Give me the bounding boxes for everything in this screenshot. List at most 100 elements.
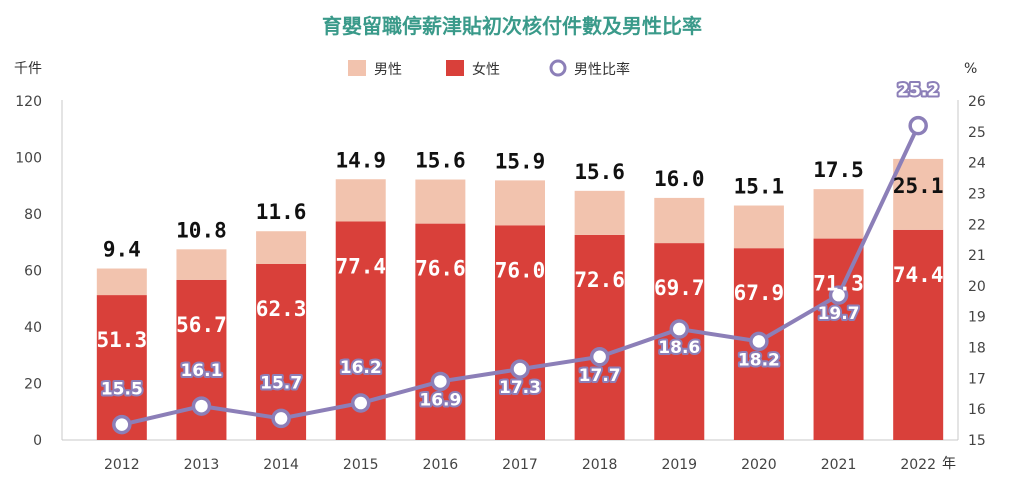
right-tick-label: 22 bbox=[968, 217, 986, 233]
x-axis-labels: 2012 2013 2014 2015 2016 2017 2018 2019 2020 2021… bbox=[104, 457, 936, 473]
bar-label-female: 72.6 bbox=[574, 268, 625, 292]
right-tick-label: 15 bbox=[968, 433, 986, 449]
bar-male bbox=[733, 205, 784, 249]
x-tick-label: 2022 bbox=[900, 457, 936, 473]
x-tick-label: 2020 bbox=[741, 457, 777, 473]
x-tick-label: 2016 bbox=[423, 457, 459, 473]
left-tick-label: 0 bbox=[33, 433, 42, 449]
ratio-point bbox=[271, 408, 291, 429]
ratio-point bbox=[669, 319, 690, 339]
ratio-label: 16.1 bbox=[180, 361, 222, 381]
x-tick-label: 2021 bbox=[821, 457, 857, 473]
bar-label-male: 25.1 bbox=[893, 174, 944, 198]
x-axis-unit: 年 bbox=[942, 456, 956, 472]
ratio-point bbox=[510, 359, 530, 379]
bar-label-female: 74.4 bbox=[893, 263, 944, 287]
left-tick-label: 120 bbox=[15, 94, 42, 110]
bar-label-male: 11.6 bbox=[256, 200, 307, 224]
ratio-label: 18.6 bbox=[658, 338, 700, 358]
bar-label-female: 77.4 bbox=[335, 254, 386, 278]
x-tick-label: 2017 bbox=[502, 457, 538, 473]
ratio-point bbox=[749, 331, 769, 352]
bar-label-female: 76.0 bbox=[495, 258, 546, 282]
bar-label-male: 17.5 bbox=[813, 158, 864, 182]
bar-female bbox=[893, 229, 944, 440]
bar-male bbox=[654, 197, 705, 244]
left-tick-label: 100 bbox=[15, 151, 42, 167]
bar-label-male: 16.0 bbox=[654, 167, 705, 191]
legend-marker-ratio bbox=[549, 59, 567, 77]
bar-label-male: 15.6 bbox=[574, 160, 625, 184]
bar-label-female: 56.7 bbox=[176, 313, 227, 337]
bar-male bbox=[256, 231, 307, 265]
legend-label-female: 女性 bbox=[472, 61, 500, 78]
ratio-label: 17.3 bbox=[499, 378, 541, 398]
x-tick-label: 2013 bbox=[184, 457, 220, 473]
bar-female bbox=[654, 243, 705, 440]
right-tick-label: 20 bbox=[968, 279, 986, 295]
ratio-label: 25.2 bbox=[897, 81, 939, 101]
ratio-label: 19.7 bbox=[818, 304, 860, 324]
bar-male bbox=[335, 179, 386, 222]
left-tick-label: 80 bbox=[24, 207, 42, 223]
legend-label-ratio: 男性比率 bbox=[574, 61, 630, 78]
ratio-label: 15.5 bbox=[101, 380, 143, 400]
bar-male bbox=[495, 180, 545, 226]
right-tick-label: 16 bbox=[968, 402, 986, 418]
bar-label-male: 15.6 bbox=[415, 149, 466, 173]
ratio-point bbox=[191, 396, 212, 416]
right-axis-unit: % bbox=[964, 61, 977, 77]
left-tick-label: 40 bbox=[24, 320, 42, 336]
bar-label-male: 10.8 bbox=[176, 218, 227, 242]
bar-label-female: 71.3 bbox=[813, 272, 864, 296]
right-tick-label: 24 bbox=[968, 156, 986, 172]
legend-swatch-female bbox=[446, 60, 464, 76]
bar-label-male: 15.9 bbox=[495, 149, 546, 173]
bar-female bbox=[574, 234, 625, 440]
ratio-point bbox=[828, 285, 849, 305]
bar-label-female: 51.3 bbox=[97, 328, 148, 352]
right-tick-label: 25 bbox=[968, 125, 986, 141]
bar-female bbox=[415, 223, 466, 440]
bar-label-male: 14.9 bbox=[335, 148, 386, 172]
ratio-point bbox=[350, 393, 371, 413]
bar-label-male: 15.1 bbox=[734, 175, 785, 199]
right-tick-label: 19 bbox=[968, 310, 986, 326]
ratio-point bbox=[430, 371, 451, 392]
ratio-label: 15.7 bbox=[260, 373, 302, 393]
ratio-label: 17.7 bbox=[579, 366, 621, 386]
bar-female bbox=[813, 238, 864, 440]
right-tick-label: 21 bbox=[968, 248, 986, 264]
bar-label-female: 62.3 bbox=[256, 297, 307, 321]
chart-title: 育嬰留職停薪津貼初次核付件數及男性比率 bbox=[322, 14, 702, 38]
ratio-line-layer bbox=[112, 115, 928, 435]
bar-label-female: 67.9 bbox=[734, 281, 785, 305]
x-tick-label: 2018 bbox=[582, 457, 618, 473]
bar-label-female: 69.7 bbox=[654, 276, 705, 300]
x-tick-label: 2012 bbox=[104, 457, 140, 473]
x-tick-label: 2015 bbox=[343, 457, 379, 473]
bar-male bbox=[574, 190, 625, 235]
ratio-point bbox=[908, 115, 928, 136]
x-tick-label: 2014 bbox=[263, 457, 299, 473]
x-tick-label: 2019 bbox=[661, 457, 697, 473]
left-axis-unit: 千件 bbox=[14, 61, 42, 77]
bar-label-male: 9.4 bbox=[103, 238, 141, 262]
ratio-point bbox=[589, 347, 610, 367]
bar-male bbox=[96, 268, 147, 296]
bar-label-female: 76.6 bbox=[415, 257, 466, 281]
ratio-label: 18.2 bbox=[738, 350, 780, 370]
bar-female bbox=[176, 279, 227, 440]
legend-swatch-male bbox=[348, 60, 366, 76]
left-tick-label: 60 bbox=[24, 264, 42, 280]
legend-label-male: 男性 bbox=[374, 62, 402, 78]
right-tick-label: 23 bbox=[968, 186, 986, 202]
left-tick-label: 20 bbox=[24, 377, 42, 393]
legend: 男性 女性 男性比率 bbox=[348, 59, 630, 78]
right-tick-label: 18 bbox=[968, 341, 986, 357]
ratio-point bbox=[112, 414, 132, 435]
bar-male bbox=[893, 158, 944, 230]
ratio-label: 16.2 bbox=[340, 358, 382, 378]
right-axis-ticks: 15 16 17 18 19 20 21 22 23 24 25 26 bbox=[968, 94, 986, 449]
